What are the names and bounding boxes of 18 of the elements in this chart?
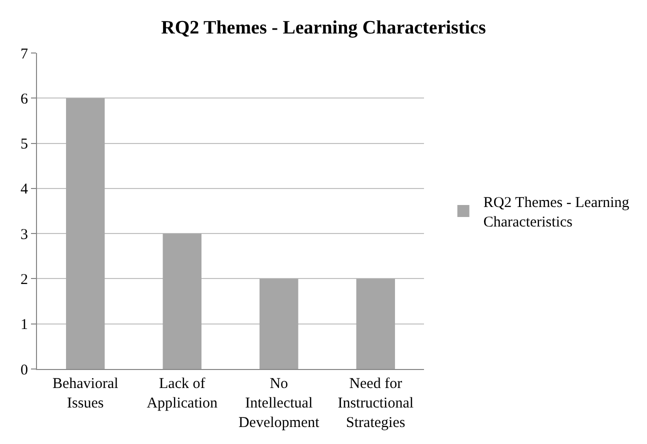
bar bbox=[260, 278, 298, 369]
x-tick-label: Behavioral Issues bbox=[52, 376, 118, 412]
bar bbox=[162, 234, 202, 369]
y-tick-label: 7 bbox=[20, 46, 28, 62]
x-tick-label: No Intellectual Development bbox=[238, 376, 320, 431]
y-tick-label: 0 bbox=[20, 362, 28, 378]
bar bbox=[356, 278, 395, 369]
y-tick-label: 6 bbox=[20, 91, 28, 108]
y-tick-label: 2 bbox=[20, 272, 28, 288]
x-tick-label: Need for Instructional Strategies bbox=[338, 376, 414, 431]
legend-label: RQ2 Themes - Learning Characteristics bbox=[483, 195, 630, 231]
y-tick-label: 1 bbox=[20, 317, 28, 334]
y-tick-label: 3 bbox=[20, 226, 28, 243]
chart-title: RQ2 Themes - Learning Characteristics bbox=[161, 17, 486, 38]
y-tick-label: 4 bbox=[20, 182, 28, 198]
bar bbox=[66, 98, 105, 369]
x-tick-label: Lack of Application bbox=[146, 376, 218, 412]
y-tick-label: 5 bbox=[20, 136, 28, 153]
